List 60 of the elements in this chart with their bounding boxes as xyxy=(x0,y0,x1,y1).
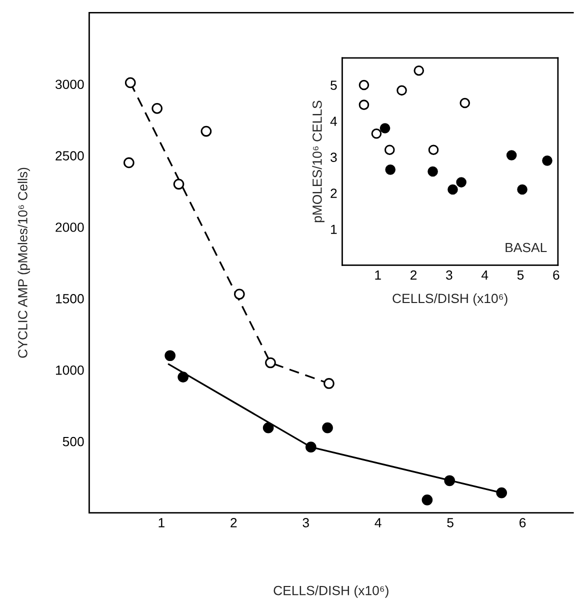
point xyxy=(542,156,552,166)
point xyxy=(517,184,528,195)
annotation: BASAL xyxy=(506,242,547,252)
x-axis-title: CELLS/DISH (x10⁶) xyxy=(392,293,508,306)
x-tick-label: 5 xyxy=(447,518,454,528)
x-tick-label: 5 xyxy=(517,270,524,280)
x-tick-label: 3 xyxy=(446,270,452,280)
x-tick-label: 2 xyxy=(230,518,237,528)
point xyxy=(164,350,176,362)
point xyxy=(422,494,433,506)
x-tick-label: 3 xyxy=(302,518,309,528)
y-tick-label: 3000 xyxy=(55,80,84,90)
point xyxy=(385,164,396,175)
point xyxy=(306,442,316,452)
point xyxy=(371,128,382,139)
point xyxy=(173,178,184,190)
x-tick-label: 2 xyxy=(410,270,417,280)
point xyxy=(358,80,370,90)
y-tick-label: 500 xyxy=(62,436,84,446)
point xyxy=(234,288,245,300)
point xyxy=(124,77,136,88)
point xyxy=(448,184,458,195)
y-tick-label: 3 xyxy=(330,152,337,162)
point xyxy=(358,100,370,110)
point xyxy=(456,177,466,188)
point xyxy=(460,98,470,108)
x-tick-label: 6 xyxy=(520,518,526,528)
x-axis-title: CELLS/DISH (x10⁶) xyxy=(274,586,388,598)
y-tick-label: 5 xyxy=(330,80,337,90)
point xyxy=(396,85,407,96)
x-tick-label: 1 xyxy=(158,518,164,528)
y-axis-title: CYCLIC AMP (pMoles/10⁶ Cells) xyxy=(18,168,30,358)
point xyxy=(324,378,334,389)
x-tick-label: 4 xyxy=(374,518,382,528)
y-tick-label: 2000 xyxy=(56,222,84,232)
x-tick-label: 1 xyxy=(375,270,381,280)
x-tick-label: 4 xyxy=(481,270,488,280)
y-tick-label: 4 xyxy=(330,116,337,126)
point xyxy=(414,65,424,76)
point xyxy=(444,475,456,486)
point xyxy=(428,144,439,156)
point xyxy=(152,102,163,114)
y-axis-title: pMOLES/10⁶ CELLS xyxy=(312,100,324,222)
point xyxy=(322,422,333,434)
point xyxy=(384,144,395,156)
x-tick-label: 6 xyxy=(553,270,560,280)
point xyxy=(506,150,517,160)
y-tick-label: 1500 xyxy=(56,294,84,304)
point xyxy=(265,357,276,368)
point xyxy=(124,157,134,168)
point xyxy=(380,123,390,134)
y-tick-label: 1 xyxy=(331,224,337,234)
y-tick-label: 2500 xyxy=(56,151,84,160)
point xyxy=(178,372,189,382)
y-tick-label: 2 xyxy=(330,188,337,198)
point xyxy=(200,126,212,137)
point xyxy=(262,422,274,434)
y-tick-label: 1000 xyxy=(56,365,84,375)
point xyxy=(496,487,508,498)
point xyxy=(428,166,438,177)
